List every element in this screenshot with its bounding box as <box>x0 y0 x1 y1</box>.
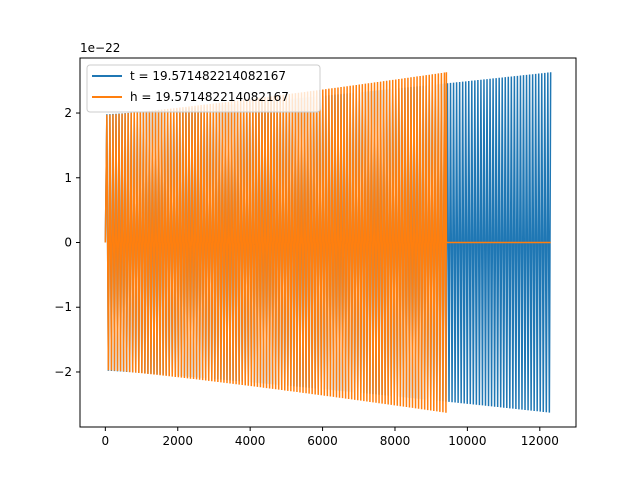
y-tick-label: 1 <box>64 171 72 185</box>
y-axis: −2 −1 0 1 2 <box>54 106 80 379</box>
series-layer <box>104 72 552 413</box>
x-tick-label: 0 <box>102 434 110 448</box>
x-tick-label: 6000 <box>307 434 338 448</box>
legend-label-h: h = 19.571482214082167 <box>130 90 289 104</box>
x-tick-label: 2000 <box>162 434 193 448</box>
legend: t = 19.571482214082167 h = 19.5714822140… <box>86 64 321 113</box>
x-tick-label: 4000 <box>235 434 266 448</box>
y-offset-text: 1e−22 <box>80 41 120 55</box>
y-tick-label: −1 <box>54 300 72 314</box>
series-line-h <box>104 72 551 413</box>
y-tick-label: 0 <box>64 236 72 250</box>
legend-box <box>86 64 321 113</box>
legend-label-t: t = 19.571482214082167 <box>130 69 286 83</box>
x-tick-label: 8000 <box>380 434 411 448</box>
x-axis: 0 2000 4000 6000 8000 10000 12000 <box>102 427 559 448</box>
y-tick-label: −2 <box>54 365 72 379</box>
y-tick-label: 2 <box>64 106 72 120</box>
x-tick-label: 10000 <box>448 434 486 448</box>
x-tick-label: 12000 <box>521 434 559 448</box>
